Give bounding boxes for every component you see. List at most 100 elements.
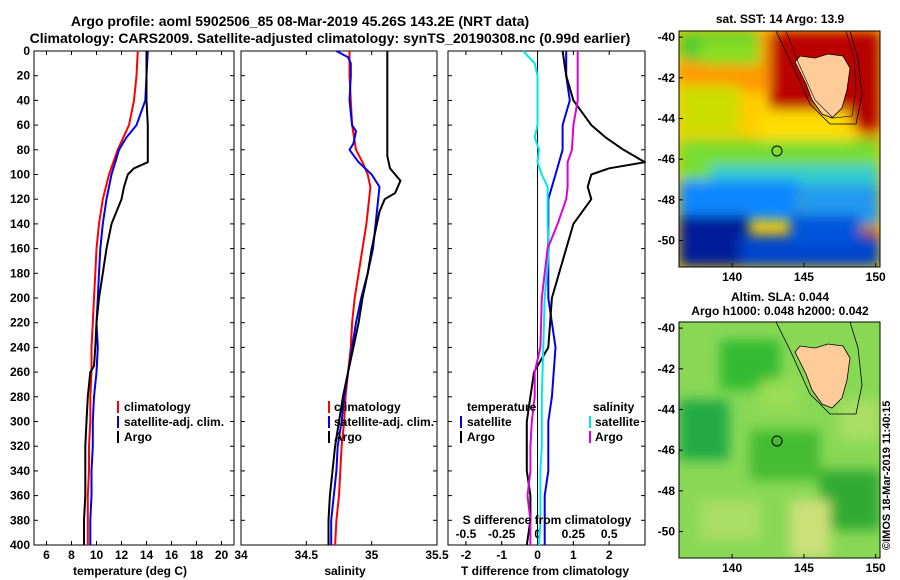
s-difference-label: S difference from climatology: [463, 513, 632, 527]
map-x-tick-label: 145: [794, 561, 814, 575]
series-line-climatology: [86, 50, 139, 545]
sst-field: [679, 31, 880, 267]
sst-map-title: sat. SST: 14 Argo: 13.9: [716, 12, 845, 26]
map-x-tick-label: 140: [722, 270, 742, 284]
x-tick-label: 16: [165, 548, 179, 562]
difference-legend-temperature: temperature satellite Argo: [460, 400, 537, 444]
legend-label-argo: Argo: [124, 430, 152, 444]
y-tick-label: 200: [10, 291, 30, 305]
y-tick-label: 140: [10, 217, 30, 231]
x-tick-label: 8: [68, 548, 75, 562]
title-line-2: Climatology: CARS2009. Satellite-adjuste…: [30, 30, 631, 46]
legend-title-temperature: temperature: [467, 400, 537, 414]
sst-bathymetry-contour: [775, 31, 863, 125]
s-tick-label: -0.5: [456, 527, 477, 541]
x-tick-label: 12: [115, 548, 129, 562]
map-y-tick-label: -44: [658, 111, 676, 125]
salinity-xlabel: salinity: [324, 564, 366, 578]
legend-title-salinity: salinity: [593, 400, 635, 414]
temperature-legend: climatology satellite-adj. clim. Argo: [117, 400, 224, 444]
plot-frame: [447, 50, 646, 546]
y-tick-label: 240: [10, 340, 30, 354]
x-tick-label: 20: [215, 548, 229, 562]
y-tick-label: 300: [10, 415, 30, 429]
sst-map-frame: [678, 30, 881, 268]
argo-location-marker: [771, 435, 783, 447]
y-tick-label: 280: [10, 390, 30, 404]
x-tick-label: 34.5: [295, 548, 319, 562]
difference-legend-salinity: salinity satellite Argo: [589, 400, 640, 444]
y-tick-label: 320: [10, 439, 30, 453]
x-tick-label: -2: [461, 548, 472, 562]
s-tick-label: 0.5: [601, 527, 618, 541]
s-tick-label: -0.25: [488, 527, 516, 541]
series-line-s-satellite: [522, 50, 550, 546]
map-y-tick-label: -42: [658, 362, 676, 376]
y-tick-label: 20: [17, 69, 31, 83]
sla-map-subtitle: Argo h1000: 0.048 h2000: 0.042: [691, 304, 869, 318]
sla-map-title: Altim. SLA: 0.044: [731, 290, 829, 304]
map-x-tick-label: 150: [866, 270, 886, 284]
map-y-tick-label: -42: [658, 71, 676, 85]
imos-watermark: ©IMOS 18-Mar-2019 11:40:15: [881, 401, 893, 550]
map-y-tick-label: -46: [658, 152, 676, 166]
legend-label-climatology: climatology: [124, 400, 191, 414]
sla-bathymetry-contour: [775, 322, 863, 415]
salinity-legend: climatology satellite-adj. clim. Argo: [328, 400, 434, 444]
y-tick-label: 220: [10, 316, 30, 330]
map-y-tick-label: -46: [658, 443, 676, 457]
x-tick-label: 34: [234, 548, 248, 562]
y-tick-label: 120: [10, 192, 30, 206]
x-tick-label: 18: [190, 548, 204, 562]
series-line-t-argo: [525, 50, 646, 546]
x-tick-label: 2: [606, 548, 613, 562]
y-tick-label: 0: [23, 44, 30, 58]
sla-field: [679, 340, 880, 558]
argo-location-marker: [771, 145, 783, 157]
x-tick-label: 0: [534, 548, 541, 562]
map-y-tick-label: -48: [658, 484, 676, 498]
series-line-s-argo: [526, 51, 579, 545]
legend-label-argo: Argo: [334, 430, 362, 444]
x-tick-label: 1: [570, 548, 577, 562]
title-line-1: Argo profile: aoml 5902506_85 08-Mar-201…: [71, 13, 529, 29]
y-tick-label: 340: [10, 464, 30, 478]
y-tick-label: 60: [17, 118, 31, 132]
y-tick-label: 100: [10, 168, 30, 182]
s-tick-label: 0.25: [562, 527, 586, 541]
series-line-t-satellite: [543, 51, 571, 545]
legend-label-t-satellite: satellite: [467, 415, 512, 429]
legend-label-s-argo: Argo: [595, 430, 623, 444]
difference-panel: -2 -1 0 1 2 -0.5 -0.25 0 0.25 0.5: [447, 50, 646, 562]
sst-map: [678, 30, 881, 268]
y-tick-label: 80: [17, 143, 31, 157]
y-tick-label: 400: [10, 538, 30, 552]
legend-label-satellite: satellite-adj. clim.: [334, 415, 434, 429]
y-tick-label: 260: [10, 365, 30, 379]
x-tick-label: -1: [496, 548, 507, 562]
x-tick-label: 10: [90, 548, 104, 562]
x-tick-label: 6: [43, 548, 50, 562]
legend-label-t-argo: Argo: [467, 430, 495, 444]
map-axes: -40 -42 -44 -46 -48 -50 140 145 150 -40 -42 -44 -46 -…: [658, 30, 886, 575]
map-y-tick-label: -44: [658, 402, 676, 416]
series-line-satellite-adj-clim-: [89, 50, 149, 545]
temperature-xlabel: temperature (deg C): [73, 564, 187, 578]
series-line-argo: [83, 51, 149, 545]
map-x-tick-label: 145: [794, 270, 814, 284]
y-tick-label: 160: [10, 242, 30, 256]
map-x-tick-label: 150: [866, 561, 886, 575]
map-y-tick-label: -50: [658, 234, 676, 248]
tasmania-land: [794, 343, 851, 409]
temperature-panel: 0 20 40 60 80 100 120 140 160 180 200 220 240 260 280 3…: [10, 44, 235, 562]
tasmania-land: [794, 53, 851, 119]
map-y-tick-label: -40: [658, 321, 676, 335]
map-y-tick-label: -48: [658, 193, 676, 207]
difference-xlabel: T difference from climatology: [461, 564, 629, 578]
series-line-argo: [327, 51, 402, 545]
map-y-tick-label: -40: [658, 30, 676, 44]
s-tick-label: 0: [534, 527, 541, 541]
sst-bathymetry-contour-2: [785, 31, 857, 119]
legend-label-satellite: satellite-adj. clim.: [124, 415, 224, 429]
